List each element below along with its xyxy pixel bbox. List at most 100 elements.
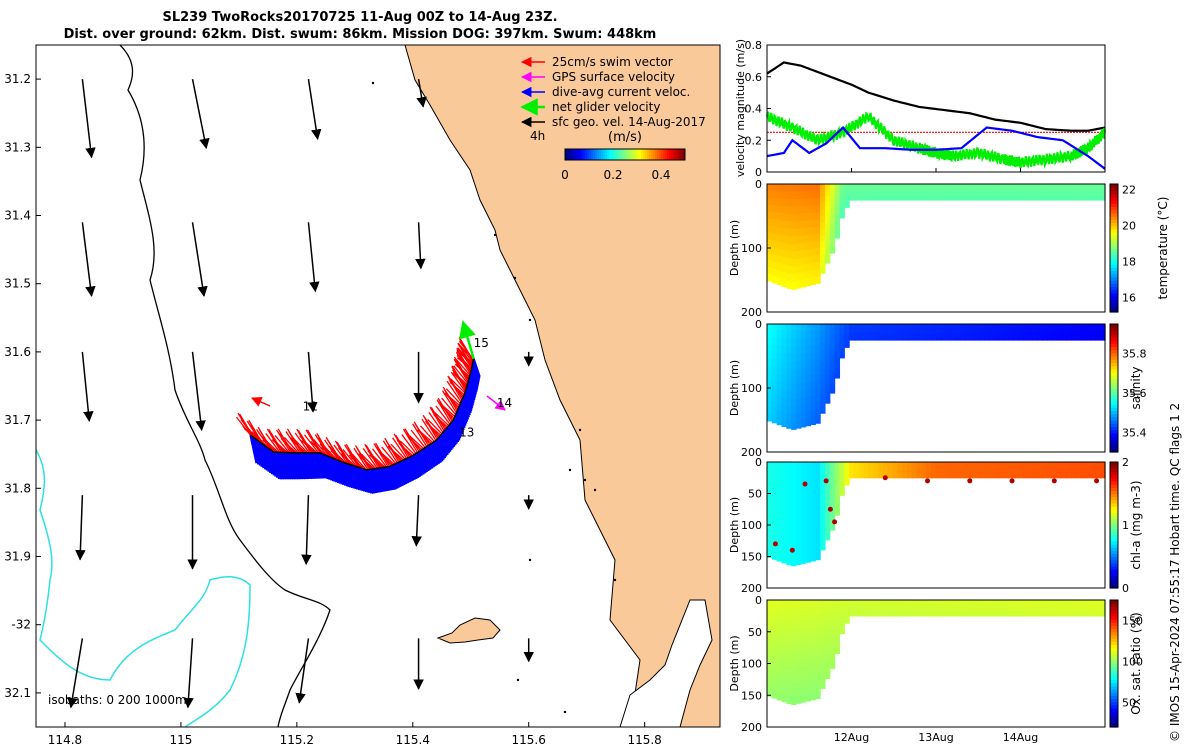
section-cell [1095,197,1101,200]
section-cell [839,345,845,349]
current-vector [305,452,314,480]
section-cell [1013,468,1019,471]
section-cell [1027,607,1034,610]
section-cell [1051,198,1058,201]
section-cell [1085,463,1092,465]
section-cell [1085,332,1092,334]
section-cell [791,491,797,500]
section-cell [1042,600,1048,602]
x-tick-label: 115.4 [396,733,430,747]
section-cell [902,333,908,335]
section-cell [1076,324,1082,326]
section-cell [979,188,985,191]
section-cell [834,218,841,224]
section-cell [1008,198,1014,201]
section-cell [834,496,841,501]
section-cell [1061,476,1067,479]
section-cell [1076,338,1082,341]
section-cell [810,262,816,271]
section-cell [858,607,865,610]
section-cell [1032,614,1038,617]
section-cell [1100,464,1106,466]
section-cell [781,249,787,258]
section-cell [1100,475,1106,478]
colorbar-cell [1110,584,1118,589]
section-cell [1061,610,1067,612]
section-cell [998,471,1005,473]
current-vector [285,452,295,480]
section-cell [776,518,783,527]
section-cell [1056,466,1063,469]
colorbar-cell [1110,336,1118,341]
section-cell [795,542,802,551]
colorbar-cell [629,149,632,160]
section-cell [969,602,976,605]
section-cell [834,199,841,204]
section-cell [911,611,918,614]
section-cell [989,614,995,617]
section-cell [955,194,961,197]
section-cell [989,338,995,341]
section-cell [791,644,797,653]
swim-vector [368,454,384,468]
section-cell [1066,332,1072,334]
section-cell [936,469,942,472]
section-cell [1090,188,1096,191]
section-cell [1076,475,1082,478]
section-cell [829,619,836,626]
section-cell [892,195,898,198]
section-cell [844,600,850,603]
section-cell [902,473,908,475]
section-cell [800,651,807,659]
section-cell [1095,335,1101,338]
section-cell [960,475,966,478]
section-cell [882,194,889,197]
section-cell [853,327,860,330]
section-cell [795,361,802,370]
section-cell [945,610,952,612]
section-cell [829,495,836,502]
section-cell [868,465,874,468]
section-cell [873,185,879,187]
section-cell [1032,465,1038,468]
colorbar-tick-label: 18 [1122,256,1136,269]
section-cell [1003,195,1010,198]
section-cell [998,605,1005,608]
section-cell [945,335,952,338]
section-cell [907,613,913,616]
section-cell [1013,610,1019,612]
swim-vector [450,378,466,394]
colorbar-cell [1110,673,1118,677]
section-cell [916,332,923,334]
current-vector [336,459,345,486]
section-cell [1027,600,1034,602]
section-cell [1013,467,1019,470]
section-cell [950,613,956,616]
section-cell [1018,333,1024,335]
section-cell [882,464,889,466]
section-cell [1085,611,1092,614]
section-cell [863,607,869,610]
section-cell [1051,611,1058,614]
section-cell [998,602,1005,605]
geo-velocity-vector [295,638,310,704]
section-cell [979,329,985,332]
section-cell [1003,462,1010,464]
section-cell [800,213,807,222]
section-cell [945,193,952,195]
section-cell [820,474,826,482]
section-cell [1090,190,1096,193]
section-cell [810,635,816,644]
section-cell [824,611,831,618]
section-cell [1027,468,1034,471]
section-cell [795,614,802,623]
section-cell [916,603,923,606]
colorbar-cell [1110,518,1118,523]
section-cell [1037,475,1043,478]
geo-velocity-vector [75,495,86,561]
section-cell [984,186,990,189]
section-cell [921,462,927,464]
y-tick-label: 150 [741,551,762,564]
section-cell [940,476,947,479]
section-cell [771,475,778,484]
